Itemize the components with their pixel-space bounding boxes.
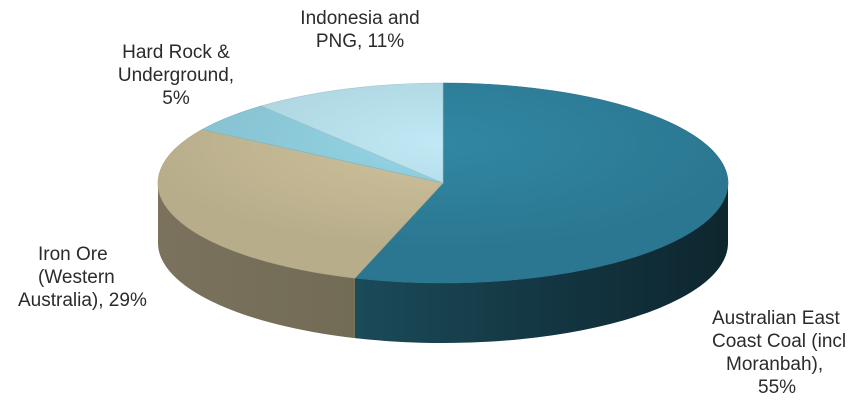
pie-sides bbox=[158, 183, 728, 344]
slice-label-iron-ore: Iron Ore (Western Australia), 29% bbox=[18, 244, 147, 311]
slice-label-australian-east-coast-coal: Australian East Coast Coal (incl Moranba… bbox=[712, 308, 847, 398]
pie-slice-australian-east-coast-coal-incl-moranbah-55 bbox=[354, 82, 729, 284]
pie-side-iron-ore-western-australia-29 bbox=[158, 183, 355, 339]
slice-label-hard-rock-underground: Hard Rock & Underground, 5% bbox=[117, 42, 235, 109]
pie-tops bbox=[157, 82, 729, 284]
pie-slice-indonesia-and-png-11 bbox=[260, 82, 444, 184]
pie-slice-iron-ore-western-australia-29 bbox=[157, 129, 444, 279]
slice-label-indonesia-png: Indonesia and PNG, 11% bbox=[300, 8, 420, 52]
pie-side-australian-east-coast-coal-incl-moranbah-55 bbox=[354, 183, 728, 344]
